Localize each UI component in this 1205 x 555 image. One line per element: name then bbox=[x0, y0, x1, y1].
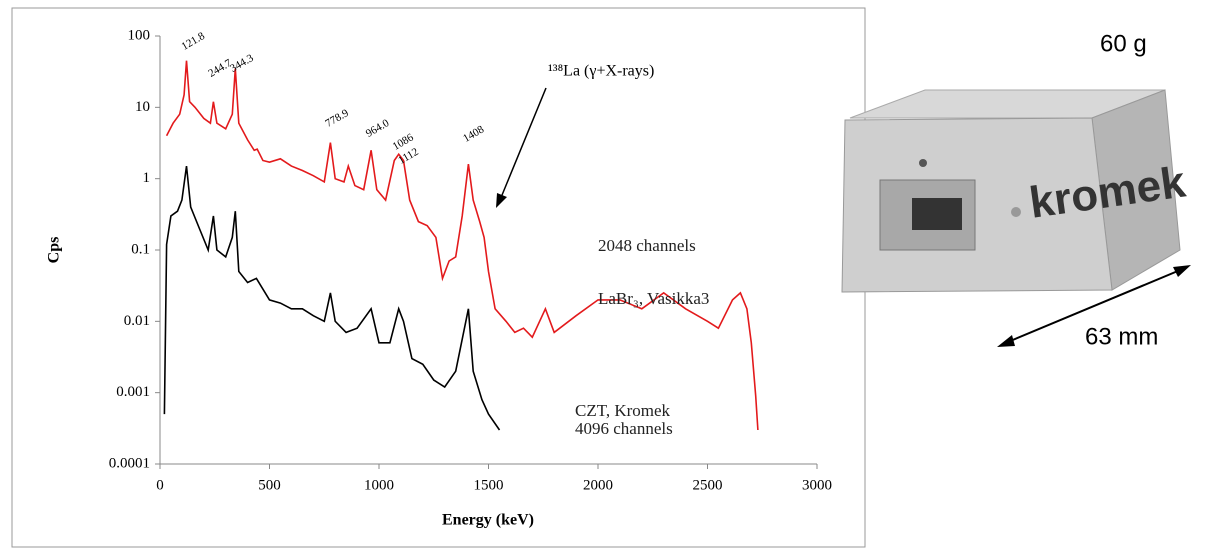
series-line bbox=[163, 165, 501, 431]
x-tick-label: 1000 bbox=[364, 477, 394, 493]
x-tick-label: 3000 bbox=[802, 477, 832, 493]
x-tick-label: 0 bbox=[156, 477, 164, 493]
arrow bbox=[499, 87, 547, 201]
led bbox=[919, 159, 927, 167]
y-tick-label: 0.01 bbox=[124, 313, 150, 329]
screw bbox=[1011, 207, 1021, 217]
series-label: LaBr₃, Vasikka3 bbox=[598, 289, 709, 308]
device: kromek bbox=[841, 89, 1189, 293]
y-tick-label: 0.1 bbox=[131, 241, 150, 257]
y-tick-label: 100 bbox=[128, 27, 151, 43]
series-note: 4096 channels bbox=[575, 419, 673, 438]
usb-port bbox=[912, 198, 962, 230]
series-line bbox=[165, 60, 759, 431]
y-tick-label: 10 bbox=[135, 99, 150, 115]
y-tick-label: 0.001 bbox=[116, 384, 150, 400]
series-note: 2048 channels bbox=[598, 236, 696, 255]
x-axis-label: Energy (keV) bbox=[442, 512, 534, 529]
weight-label: 60 g bbox=[1100, 30, 1147, 57]
arrow-head bbox=[1173, 265, 1191, 277]
x-tick-label: 2500 bbox=[693, 477, 723, 493]
x-tick-label: 2000 bbox=[583, 477, 613, 493]
arrow-head bbox=[496, 193, 507, 208]
series-label: CZT, Kromek bbox=[575, 401, 671, 420]
arrow-head bbox=[997, 335, 1015, 347]
y-axis-label: Cps bbox=[46, 237, 63, 264]
x-tick-label: 1500 bbox=[474, 477, 504, 493]
y-tick-label: 0.0001 bbox=[109, 455, 150, 471]
dimension-arrow bbox=[1002, 267, 1186, 345]
annotation: ¹³⁸La (γ+X-rays) bbox=[548, 63, 654, 80]
length-label: 63 mm bbox=[1085, 323, 1158, 350]
y-tick-label: 1 bbox=[143, 170, 151, 186]
chart-frame bbox=[11, 7, 866, 548]
x-tick-label: 500 bbox=[258, 477, 281, 493]
